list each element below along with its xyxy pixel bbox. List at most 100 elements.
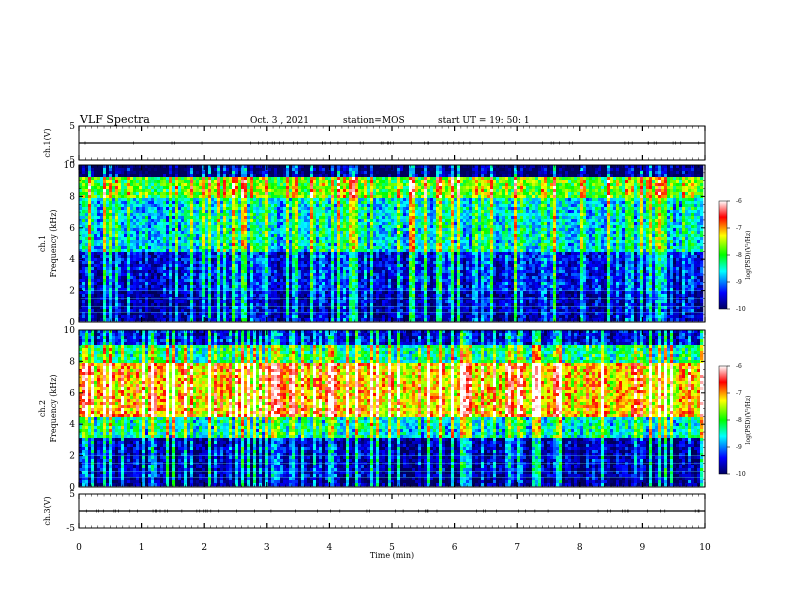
- spectrogram-cell: [337, 186, 341, 190]
- spectrogram-cell: [232, 237, 236, 241]
- spectrogram-cell: [121, 288, 125, 292]
- spectrogram-cell: [262, 183, 266, 187]
- spectrogram-cell: [208, 180, 212, 184]
- spectrogram-cell: [346, 291, 350, 295]
- spectrogram-cell: [151, 285, 155, 289]
- spectrogram-cell: [79, 249, 83, 253]
- spectrogram-cell: [268, 258, 272, 262]
- spectrogram-cell: [346, 171, 350, 175]
- spectrogram-cell: [145, 213, 149, 217]
- spectrogram-cell: [271, 171, 275, 175]
- spectrogram-cell: [169, 252, 173, 256]
- spectrogram-cell: [94, 171, 98, 175]
- spectrogram-cell: [328, 174, 332, 178]
- spectrogram-cell: [259, 177, 263, 181]
- spectrogram-cell: [109, 285, 113, 289]
- spectrogram-cell: [130, 282, 134, 286]
- spectrogram-cell: [115, 255, 119, 259]
- spectrogram-cell: [169, 237, 173, 241]
- spectrogram-cell: [148, 216, 152, 220]
- spectrogram-cell: [364, 249, 368, 253]
- spectrogram-cell: [319, 282, 323, 286]
- spectrogram-cell: [169, 228, 173, 232]
- spectrogram-cell: [232, 306, 236, 310]
- spectrogram-cell: [247, 264, 251, 268]
- spectrogram-cell: [130, 234, 134, 238]
- spectrogram-cell: [220, 234, 224, 238]
- spectrogram-cell: [157, 246, 161, 250]
- spectrogram-cell: [259, 192, 263, 196]
- spectrogram-cell: [352, 234, 356, 238]
- spectrogram-cell: [145, 303, 149, 307]
- spectrogram-cell: [199, 177, 203, 181]
- spectrogram-cell: [136, 198, 140, 202]
- spectrogram-cell: [187, 279, 191, 283]
- spectrogram-cell: [283, 216, 287, 220]
- spectrogram-cell: [316, 318, 320, 322]
- spectrogram-cell: [142, 291, 146, 295]
- spectrogram-cell: [211, 309, 215, 313]
- spectrogram-cell: [265, 189, 269, 193]
- spectrogram-cell: [100, 237, 104, 241]
- spectrogram-cell: [349, 225, 353, 229]
- spectrogram-cell: [253, 270, 257, 274]
- spectrogram-cell: [124, 192, 128, 196]
- spectrogram-cell: [244, 210, 248, 214]
- spectrogram-cell: [226, 165, 230, 169]
- spectrogram-cell: [142, 234, 146, 238]
- spectrogram-cell: [220, 315, 224, 319]
- spectrogram-cell: [196, 249, 200, 253]
- spectrogram-cell: [211, 228, 215, 232]
- spectrogram-cell: [244, 252, 248, 256]
- spectrogram-cell: [361, 264, 365, 268]
- spectrogram-cell: [265, 258, 269, 262]
- spectrogram-cell: [190, 204, 194, 208]
- spectrogram-cell: [91, 261, 95, 265]
- spectrogram-cell: [205, 165, 209, 169]
- spectrogram-cell: [127, 174, 131, 178]
- spectrogram-cell: [301, 222, 305, 226]
- spectrogram-cell: [85, 306, 89, 310]
- spectrogram-cell: [361, 189, 365, 193]
- spectrogram-cell: [346, 213, 350, 217]
- spectrogram-cell: [175, 288, 179, 292]
- spectrogram-cell: [274, 285, 278, 289]
- spectrogram-cell: [127, 294, 131, 298]
- spectrogram-cell: [331, 282, 335, 286]
- spectrogram-cell: [295, 258, 299, 262]
- spectrogram-cell: [262, 219, 266, 223]
- spectrogram-cell: [208, 192, 212, 196]
- spectrogram-cell: [223, 291, 227, 295]
- spectrogram-cell: [355, 273, 359, 277]
- spectrogram-cell: [259, 246, 263, 250]
- spectrogram-cell: [94, 306, 98, 310]
- spectrogram-cell: [235, 165, 239, 169]
- spectrogram-cell: [100, 276, 104, 280]
- spectrogram-cell: [310, 276, 314, 280]
- spectrogram-cell: [247, 204, 251, 208]
- spectrogram-cell: [319, 243, 323, 247]
- spectrogram-cell: [235, 240, 239, 244]
- spectrogram-cell: [157, 309, 161, 313]
- spectrogram-cell: [241, 171, 245, 175]
- spectrogram-cell: [217, 318, 221, 322]
- spectrogram-cell: [151, 201, 155, 205]
- spectrogram-cell: [214, 228, 218, 232]
- spectrogram-cell: [313, 234, 317, 238]
- spectrogram-cell: [232, 249, 236, 253]
- spectrogram-cell: [214, 177, 218, 181]
- spectrogram-cell: [208, 294, 212, 298]
- spectrogram-cell: [364, 267, 368, 271]
- spectrogram-cell: [121, 204, 125, 208]
- spectrogram-cell: [79, 315, 83, 319]
- spectrogram-cell: [211, 285, 215, 289]
- spectrogram-cell: [253, 204, 257, 208]
- spectrogram-cell: [253, 225, 257, 229]
- spectrogram-cell: [184, 285, 188, 289]
- spectrogram-cell: [289, 315, 293, 319]
- spectrogram-cell: [127, 186, 131, 190]
- spectrogram-cell: [277, 294, 281, 298]
- spectrogram-cell: [343, 246, 347, 250]
- spectrogram-cell: [355, 291, 359, 295]
- spectrogram-cell: [127, 285, 131, 289]
